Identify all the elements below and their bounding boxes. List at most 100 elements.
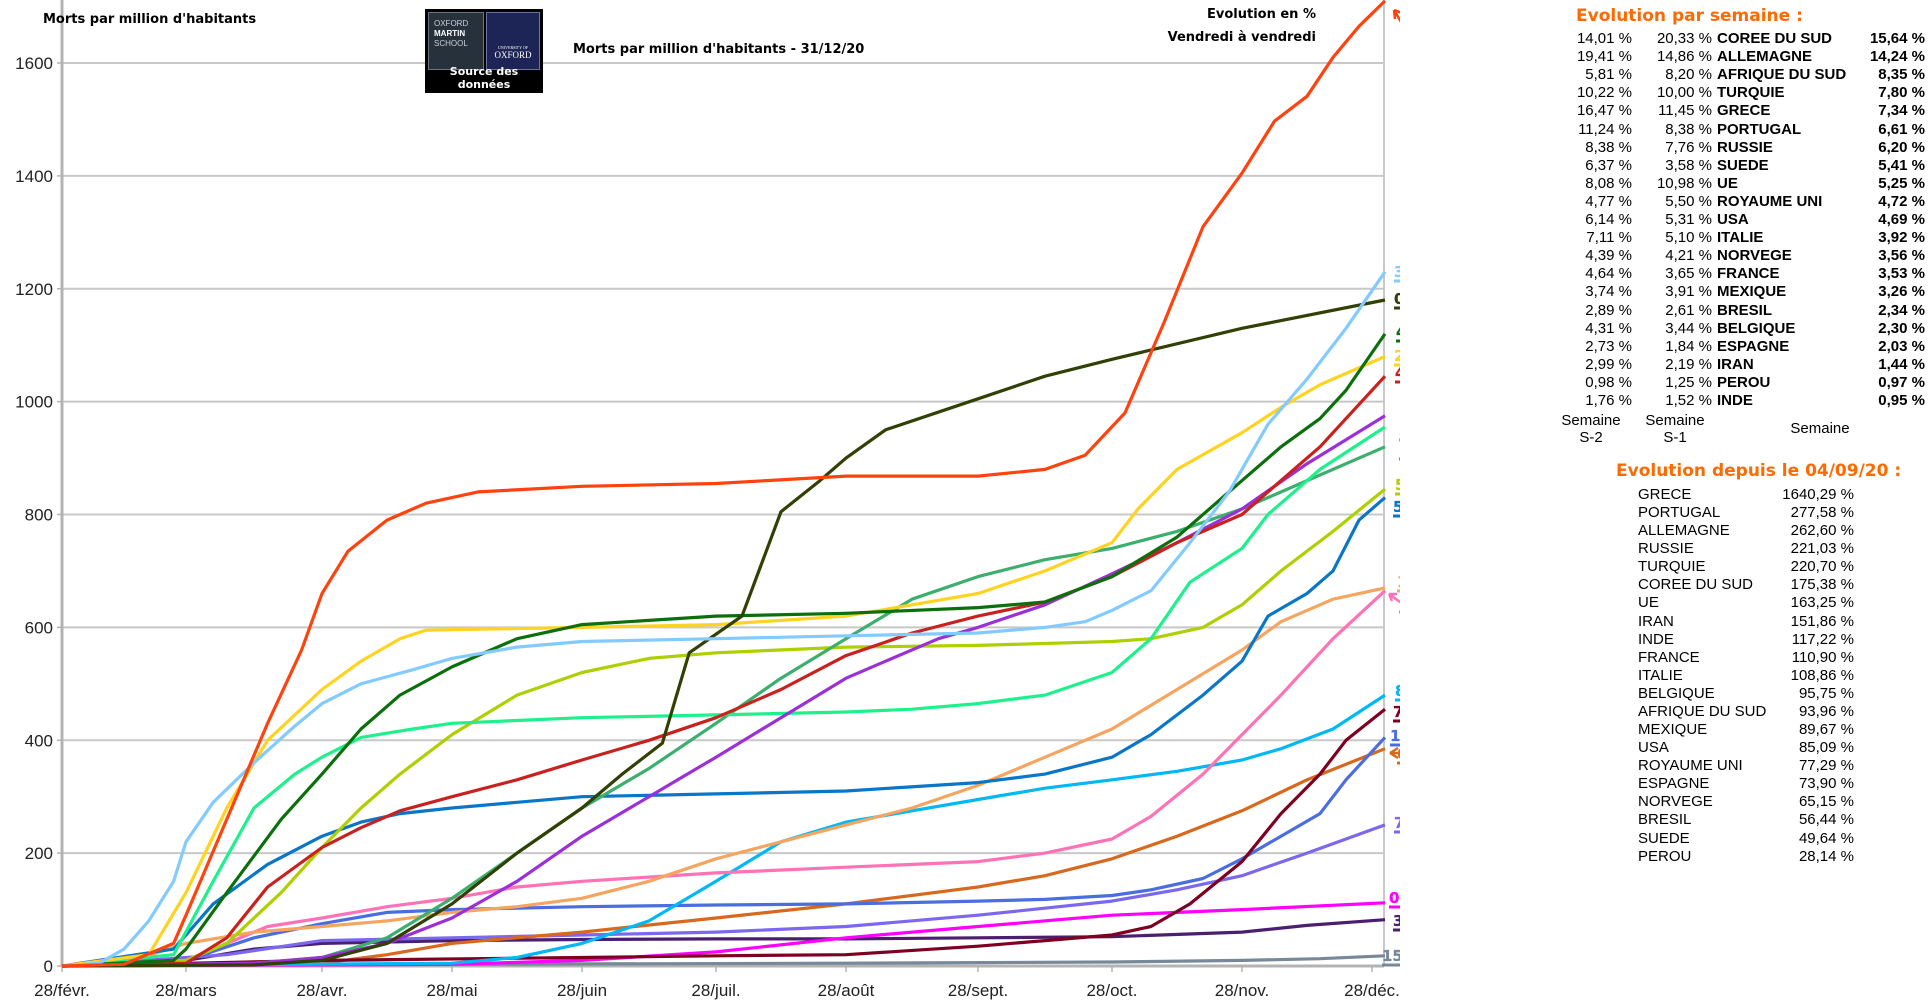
series-label-portugal: 6,61PORTUGAL — [1387, 592, 1400, 614]
weekly-table-row: 5,81 % 8,20 % AFRIQUE DU SUD 8,35 % — [1560, 66, 1932, 84]
weekly-table-row: 8,08 % 10,98 % UE 5,25 % — [1560, 175, 1932, 193]
week-s1-value: 8,38 % — [1665, 120, 1712, 138]
week-value: 1,44 % — [1878, 355, 1925, 373]
week-s2-value: 2,89 % — [1585, 301, 1632, 319]
weekly-table-row: 8,38 % 7,76 % RUSSIE 6,20 % — [1560, 139, 1932, 157]
since-table-row: BELGIQUE 95,75 % — [1638, 685, 1854, 703]
arrow-icon — [1387, 592, 1400, 604]
series-label-royaume-uni: 4,72ROYAUME UNI — [1396, 323, 1400, 343]
since-value: 262,60 % — [1790, 522, 1854, 540]
week-s2-value: 2,73 % — [1585, 337, 1632, 355]
col-header-week: Semaine — [1790, 420, 1850, 437]
series-week-change: 0,97 — [1394, 290, 1400, 308]
series-week-change: 3,56 — [1393, 912, 1400, 930]
country-name: TURQUIE — [1638, 558, 1706, 576]
series-week-change: 2,34 — [1399, 441, 1400, 459]
week-s1-value: 8,20 % — [1665, 66, 1712, 84]
week-value: 2,03 % — [1878, 337, 1925, 355]
series-line-france — [61, 425, 1386, 968]
week-value: 15,64 % — [1869, 30, 1925, 47]
weekly-table-row: 2,73 % 1,84 % ESPAGNE 2,03 % — [1560, 338, 1932, 356]
week-s2-value: 11,24 % — [1578, 120, 1632, 138]
series-line-grece — [61, 707, 1386, 968]
x-tick-label: 28/juil. — [691, 981, 740, 1000]
since-table-row: COREE DU SUD 175,38 % — [1638, 576, 1854, 594]
series-label-norvege: 3,56NORVEGE — [1393, 912, 1400, 932]
since-value: 85,09 % — [1798, 739, 1854, 757]
since-value: 49,64 % — [1798, 829, 1854, 847]
since-value: 1640,29 % — [1782, 486, 1854, 503]
since-value: 28,14 % — [1798, 847, 1854, 865]
series-week-change: 4,72 — [1396, 323, 1400, 341]
weekly-table-row: 7,11 % 5,10 % ITALIE 3,92 % — [1560, 229, 1932, 247]
since-table-row: TURQUIE 220,70 % — [1638, 558, 1854, 576]
oxford-martin-school-logo: OXFORD MARTIN SCHOOL — [428, 12, 484, 70]
series-week-change: 7,80 — [1394, 814, 1400, 832]
week-s1-value: 3,91 % — [1665, 283, 1712, 301]
week-value: 3,53 % — [1878, 265, 1925, 283]
series-week-change: 7,34 — [1393, 703, 1400, 721]
week-s2-value: 0,98 % — [1585, 373, 1632, 391]
series-label-espagne: 2,03ESPAGNE — [1394, 347, 1400, 367]
since-table-row: ALLEMAGNE 262,60 % — [1638, 522, 1854, 540]
week-value: 5,41 % — [1878, 156, 1925, 174]
week-value: 2,34 % — [1878, 301, 1925, 319]
week-s2-value: 4,39 % — [1585, 247, 1632, 265]
series-line-ue — [61, 496, 1387, 968]
week-value: 3,92 % — [1878, 229, 1925, 247]
since-value: 65,15 % — [1798, 793, 1854, 811]
weekly-table-row: 6,37 % 3,58 % SUEDE 5,41 % — [1560, 157, 1932, 175]
country-name: ALLEMAGNE — [1717, 48, 1812, 66]
country-name: ITALIE — [1638, 666, 1683, 684]
week-s1-value: 20,33 % — [1656, 30, 1712, 47]
week-s1-value: 1,84 % — [1665, 337, 1712, 355]
series-label-afrique-du-sud: 8,35AFRIQUE DU SUD — [1395, 682, 1400, 702]
since-value: 163,25 % — [1790, 594, 1854, 612]
series-line-russie — [61, 747, 1386, 968]
series-week-change: 4,69 — [1395, 364, 1400, 382]
series-line-inde — [61, 901, 1386, 968]
series-line-bresil — [61, 445, 1386, 968]
week-value: 8,35 % — [1878, 66, 1925, 84]
weekly-table-row: 1,76 % 1,52 % INDE 0,95 % — [1560, 392, 1932, 410]
week-s2-value: 7,11 % — [1586, 229, 1632, 247]
weekly-table-row: 3,74 % 3,91 % MEXIQUE 3,26 % — [1560, 283, 1932, 301]
source-link[interactable]: Source des données — [449, 65, 519, 91]
country-name: RUSSIE — [1638, 540, 1694, 558]
country-name: BELGIQUE — [1638, 684, 1715, 702]
country-name: TURQUIE — [1717, 84, 1785, 102]
week-s2-value: 1,76 % — [1585, 392, 1632, 409]
oxford-logo-source-link[interactable]: OXFORD MARTIN SCHOOL UNIVERSITY OF OXFORD S… — [425, 9, 543, 93]
since-table-row: SUEDE 49,64 % — [1638, 830, 1854, 848]
series-week-change: 1,44 — [1397, 573, 1400, 591]
weekly-table-row: 4,64 % 3,65 % FRANCE 3,53 % — [1560, 265, 1932, 283]
week-s1-value: 4,21 % — [1665, 247, 1712, 265]
weekly-table-row: 2,99 % 2,19 % IRAN 1,44 % — [1560, 356, 1932, 374]
country-name: USA — [1717, 211, 1749, 228]
country-name: BELGIQUE — [1717, 319, 1796, 337]
series-line-suede — [61, 487, 1387, 968]
x-tick-label: 28/août — [818, 981, 875, 1000]
country-name: AFRIQUE DU SUD — [1717, 66, 1847, 84]
country-name: IRAN — [1717, 355, 1754, 373]
weekly-table-row: 11,24 % 8,38 % PORTUGAL 6,61 % — [1560, 121, 1932, 139]
series-week-change: 3,92 — [1394, 263, 1400, 281]
series-week-change: 15,64 — [1382, 947, 1400, 965]
series-week-change: 5,25 — [1393, 498, 1400, 516]
series-label-suede: 5,41SUEDE — [1395, 476, 1400, 496]
since-table-row: NORVEGE 65,15 % — [1638, 793, 1854, 811]
since-table-row: PEROU 28,14 % — [1638, 848, 1854, 866]
since-value: 277,58 % — [1790, 504, 1854, 522]
series-label-perou: 0,97PEROU — [1394, 290, 1400, 310]
week-s2-value: 3,74 % — [1585, 283, 1632, 301]
series-label-belgique: 2,30BELGIQUE — [1392, 8, 1400, 27]
y-tick-label: 600 — [25, 618, 53, 637]
y-tick-label: 1600 — [15, 54, 53, 73]
series-line-perou — [61, 298, 1386, 968]
series-line-espagne — [61, 355, 1386, 968]
series-label-coree-du-sud: 15,64COREE DU SUD — [1382, 947, 1400, 967]
series-week-change: 5,41 — [1395, 476, 1400, 494]
since-value: 89,67 % — [1798, 721, 1854, 739]
country-name: UE — [1638, 594, 1659, 612]
country-name: AFRIQUE DU SUD — [1638, 702, 1767, 720]
